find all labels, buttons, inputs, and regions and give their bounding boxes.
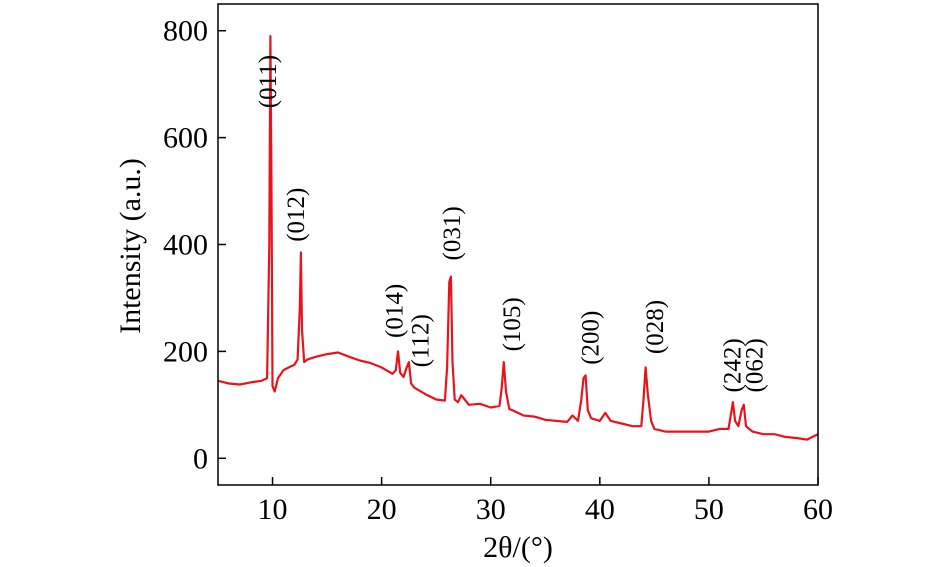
peak-label: (112) (408, 314, 435, 367)
peak-label: (014) (381, 284, 408, 338)
x-tick-label: 60 (803, 493, 833, 526)
x-tick-label: 10 (258, 493, 288, 526)
x-tick-label: 50 (694, 493, 724, 526)
peak-label: (200) (578, 311, 605, 365)
y-tick-label: 400 (163, 229, 208, 262)
x-axis-title: 2θ/(°) (483, 531, 553, 564)
y-axis-title: Intensity (a.u.) (114, 158, 147, 334)
peak-label: (242) (720, 338, 747, 392)
y-tick-label: 800 (163, 15, 208, 48)
x-tick-label: 40 (585, 493, 615, 526)
peak-label: (011) (255, 55, 282, 108)
peak-label: (012) (283, 188, 310, 242)
y-tick-label: 0 (193, 442, 208, 475)
y-tick-label: 600 (163, 122, 208, 155)
x-tick-label: 30 (476, 493, 506, 526)
peak-label: (031) (439, 206, 466, 260)
series-line-0 (217, 35, 819, 441)
y-tick-label: 200 (163, 335, 208, 368)
peak-label: (105) (499, 297, 526, 351)
peak-label: (062) (741, 338, 768, 392)
peak-label: (028) (642, 300, 669, 354)
x-tick-label: 20 (367, 493, 397, 526)
